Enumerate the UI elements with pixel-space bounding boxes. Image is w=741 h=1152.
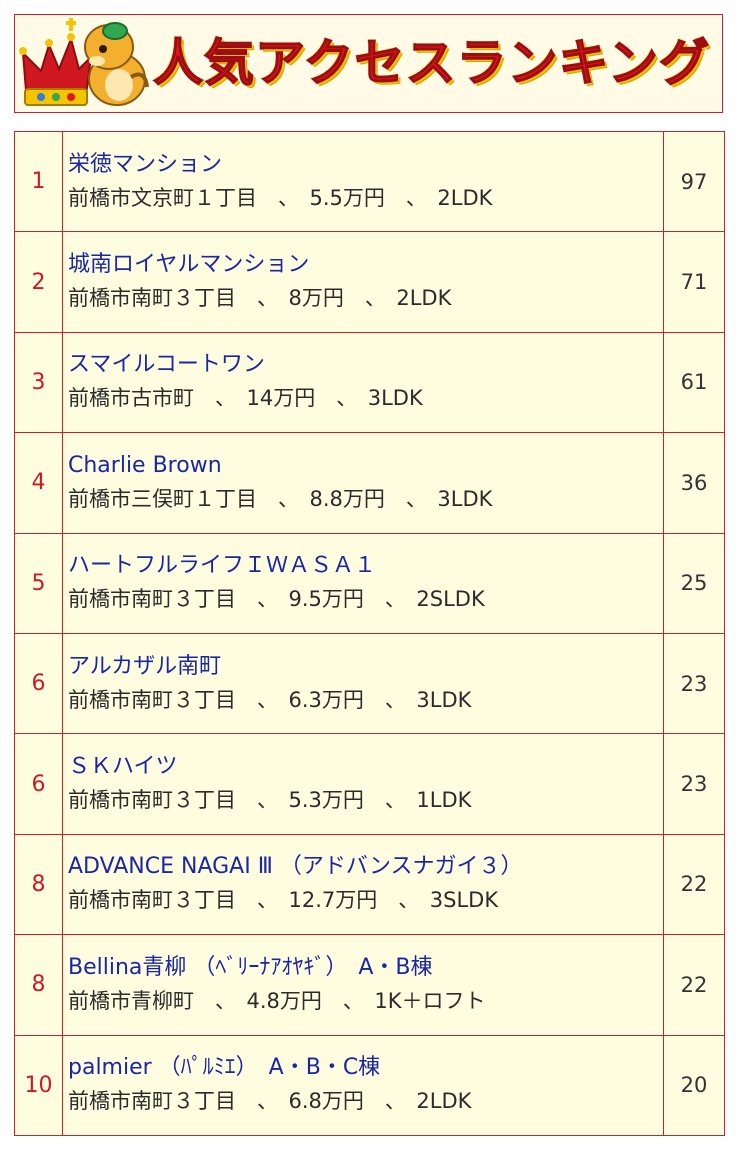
ranking-row: 6 アルカザル南町 前橋市南町３丁目 、 6.3万円 、 3LDK 23: [14, 632, 725, 735]
access-count: 25: [663, 532, 725, 634]
rank-number: 8: [14, 934, 63, 1036]
property-detail: 前橋市三俣町１丁目 、 8.8万円 、 3LDK: [68, 486, 493, 511]
property-name-link[interactable]: Bellina青柳 （ﾍﾞﾘｰﾅｱｵﾔｷﾞ） A・B棟: [68, 954, 433, 980]
property-detail: 前橋市南町３丁目 、 6.3万円 、 3LDK: [68, 687, 472, 712]
ranking-row: 5 ハートフルライフＩＷＡＳＡ１ 前橋市南町３丁目 、 9.5万円 、 2SLD…: [14, 532, 725, 634]
access-count: 23: [663, 733, 725, 835]
rank-number: 3: [14, 331, 63, 434]
access-count: 61: [663, 331, 725, 434]
ranking-row: 8 Bellina青柳 （ﾍﾞﾘｰﾅｱｵﾔｷﾞ） A・B棟 前橋市青柳町 、 4…: [14, 934, 725, 1036]
property-info: アルカザル南町 前橋市南町３丁目 、 6.3万円 、 3LDK: [62, 632, 664, 735]
property-detail: 前橋市古市町 、 14万円 、 3LDK: [68, 386, 423, 411]
access-count: 23: [663, 632, 725, 735]
property-info: palmier （ﾊﾟﾙﾐｴ） A・B・C棟 前橋市南町３丁目 、 6.8万円 …: [62, 1034, 664, 1136]
property-name-link[interactable]: Charlie Brown: [68, 452, 222, 478]
rank-number: 6: [14, 733, 63, 835]
property-name-link[interactable]: palmier （ﾊﾟﾙﾐｴ） A・B・C棟: [68, 1055, 381, 1081]
rank-number: 6: [14, 632, 63, 735]
property-detail: 前橋市文京町１丁目 、 5.5万円 、 2LDK: [68, 185, 493, 210]
property-name-link[interactable]: 栄徳マンション: [68, 151, 223, 177]
ranking-table: 1 栄徳マンション 前橋市文京町１丁目 、 5.5万円 、 2LDK 97 2 …: [14, 130, 725, 1136]
property-detail: 前橋市南町３丁目 、 9.5万円 、 2SLDK: [68, 587, 485, 612]
rank-number: 1: [14, 130, 63, 233]
property-name-link[interactable]: アルカザル南町: [68, 653, 222, 679]
ranking-row: 6 ＳＫハイツ 前橋市南町３丁目 、 5.3万円 、 1LDK 23: [14, 733, 725, 835]
rank-number: 10: [14, 1034, 63, 1136]
property-name-link[interactable]: ＳＫハイツ: [68, 754, 178, 780]
property-info: ADVANCE NAGAI Ⅲ （アドバンスナガイ３） 前橋市南町３丁目 、 1…: [62, 833, 664, 936]
ranking-row: 3 スマイルコートワン 前橋市古市町 、 14万円 、 3LDK 61: [14, 331, 725, 434]
ranking-row: 1 栄徳マンション 前橋市文京町１丁目 、 5.5万円 、 2LDK 97: [14, 130, 725, 233]
ranking-title: 人気アクセスランキング: [152, 33, 710, 92]
property-detail: 前橋市南町３丁目 、 5.3万円 、 1LDK: [68, 788, 472, 813]
rank-number: 2: [14, 231, 63, 333]
ranking-row: 4 Charlie Brown 前橋市三俣町１丁目 、 8.8万円 、 3LDK…: [14, 432, 725, 534]
property-name-link[interactable]: ADVANCE NAGAI Ⅲ （アドバンスナガイ３）: [68, 854, 523, 880]
property-name-link[interactable]: ハートフルライフＩＷＡＳＡ１: [68, 553, 377, 579]
access-count: 22: [663, 833, 725, 936]
property-info: 城南ロイヤルマンション 前橋市南町３丁目 、 8万円 、 2LDK: [62, 231, 664, 333]
ranking-row: 8 ADVANCE NAGAI Ⅲ （アドバンスナガイ３） 前橋市南町３丁目 、…: [14, 833, 725, 936]
access-count: 97: [663, 130, 725, 233]
ranking-header-banner: 人気アクセスランキング: [14, 14, 723, 113]
ranking-row: 2 城南ロイヤルマンション 前橋市南町３丁目 、 8万円 、 2LDK 71: [14, 231, 725, 333]
property-info: Bellina青柳 （ﾍﾞﾘｰﾅｱｵﾔｷﾞ） A・B棟 前橋市青柳町 、 4.8…: [62, 934, 664, 1036]
property-info: ＳＫハイツ 前橋市南町３丁目 、 5.3万円 、 1LDK: [62, 733, 664, 835]
property-name-link[interactable]: スマイルコートワン: [68, 352, 265, 378]
property-detail: 前橋市青柳町 、 4.8万円 、 1K＋ロフト: [68, 988, 486, 1013]
property-info: ハートフルライフＩＷＡＳＡ１ 前橋市南町３丁目 、 9.5万円 、 2SLDK: [62, 532, 664, 634]
crown-mascot-icon: [19, 18, 149, 106]
access-count: 22: [663, 934, 725, 1036]
property-info: 栄徳マンション 前橋市文京町１丁目 、 5.5万円 、 2LDK: [62, 130, 664, 233]
property-detail: 前橋市南町３丁目 、 6.8万円 、 2LDK: [68, 1089, 472, 1114]
property-info: Charlie Brown 前橋市三俣町１丁目 、 8.8万円 、 3LDK: [62, 432, 664, 534]
property-detail: 前橋市南町３丁目 、 8万円 、 2LDK: [68, 286, 452, 311]
access-count: 71: [663, 231, 725, 333]
rank-number: 8: [14, 833, 63, 936]
rank-number: 5: [14, 532, 63, 634]
access-count: 20: [663, 1034, 725, 1136]
access-count: 36: [663, 432, 725, 534]
property-info: スマイルコートワン 前橋市古市町 、 14万円 、 3LDK: [62, 331, 664, 434]
property-name-link[interactable]: 城南ロイヤルマンション: [68, 252, 310, 278]
property-detail: 前橋市南町３丁目 、 12.7万円 、 3SLDK: [68, 888, 499, 913]
rank-number: 4: [14, 432, 63, 534]
ranking-row: 10 palmier （ﾊﾟﾙﾐｴ） A・B・C棟 前橋市南町３丁目 、 6.8…: [14, 1034, 725, 1136]
